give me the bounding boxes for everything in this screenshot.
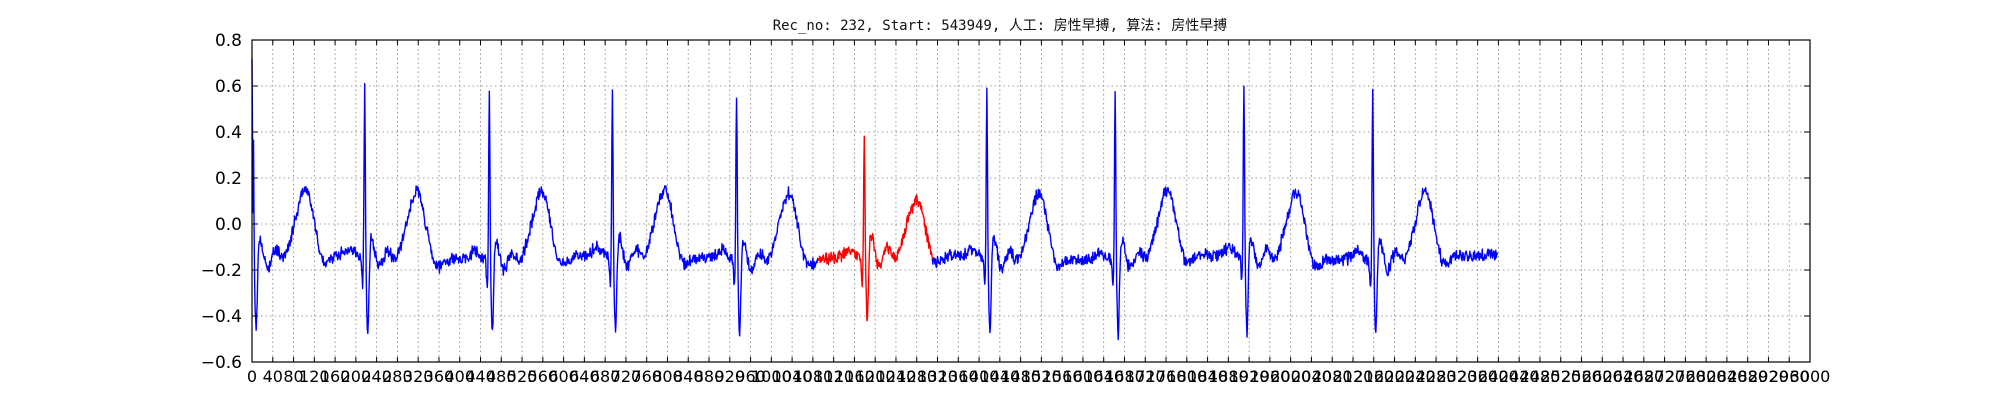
x-tick-label: 1880 bbox=[1208, 367, 1249, 386]
x-tick-label: 840 bbox=[673, 367, 704, 386]
x-tick-label: 2560 bbox=[1561, 367, 1602, 386]
x-tick-label: 1400 bbox=[959, 367, 1000, 386]
x-tick-label: 600 bbox=[548, 367, 579, 386]
chart-title: Rec_no: 232, Start: 543949, 人工: 房性早搏, 算法… bbox=[773, 17, 1228, 34]
series-layer bbox=[251, 58, 1499, 341]
x-tick-label: 1280 bbox=[896, 367, 937, 386]
x-tick-label: 2440 bbox=[1499, 367, 1540, 386]
x-tick-label: 400 bbox=[444, 367, 475, 386]
x-tick-label: 2360 bbox=[1457, 367, 1498, 386]
x-tick-label: 3000 bbox=[1790, 367, 1831, 386]
y-tick-label: 0.8 bbox=[215, 31, 242, 51]
x-tick-label: 760 bbox=[631, 367, 662, 386]
x-tick-label: 2240 bbox=[1395, 367, 1436, 386]
x-tick-label: 120 bbox=[299, 367, 330, 386]
y-tick-label: −0.4 bbox=[201, 307, 242, 327]
x-tick-label: 1800 bbox=[1166, 367, 1207, 386]
x-tick-label: 1240 bbox=[876, 367, 917, 386]
x-tick-label: 1320 bbox=[917, 367, 958, 386]
x-tick-label: 280 bbox=[382, 367, 413, 386]
x-tick-label: 0 bbox=[247, 367, 257, 386]
x-tick-label: 1560 bbox=[1042, 367, 1083, 386]
x-tick-label: 2160 bbox=[1353, 367, 1394, 386]
x-tick-label: 1200 bbox=[855, 367, 896, 386]
y-tick-label: −0.2 bbox=[201, 261, 242, 281]
x-tick-label: 1520 bbox=[1021, 367, 1062, 386]
y-tick-label: 0.0 bbox=[215, 215, 242, 235]
x-tick-label: 2280 bbox=[1416, 367, 1457, 386]
x-tick-label: 2880 bbox=[1727, 367, 1768, 386]
x-tick-label: 200 bbox=[341, 367, 372, 386]
x-tick-label: 2720 bbox=[1644, 367, 1685, 386]
x-tick-label: 2480 bbox=[1520, 367, 1561, 386]
y-tick-label: 0.4 bbox=[215, 123, 242, 143]
x-tick-label: 1440 bbox=[979, 367, 1020, 386]
x-tick-label: 2920 bbox=[1748, 367, 1789, 386]
x-tick-label: 800 bbox=[652, 367, 683, 386]
series-line-0 bbox=[251, 58, 819, 337]
y-tick-label: 0.2 bbox=[215, 169, 242, 189]
x-tick-label: 880 bbox=[694, 367, 725, 386]
x-tick-label: 240 bbox=[361, 367, 392, 386]
x-tick-label: 320 bbox=[403, 367, 434, 386]
x-tick-label: 720 bbox=[611, 367, 642, 386]
x-tick-label: 640 bbox=[569, 367, 600, 386]
x-tick-label: 2680 bbox=[1623, 367, 1664, 386]
x-tick-label: 160 bbox=[320, 367, 351, 386]
x-tick-label: 920 bbox=[715, 367, 746, 386]
x-tick-label: 1760 bbox=[1146, 367, 1187, 386]
series-line-1 bbox=[817, 135, 934, 322]
plot-frame bbox=[251, 39, 1811, 363]
x-tick-label: 80 bbox=[283, 367, 303, 386]
x-tick-label: 1720 bbox=[1125, 367, 1166, 386]
y-tick-label: −0.6 bbox=[201, 353, 242, 373]
x-tick-label: 2800 bbox=[1686, 367, 1727, 386]
x-tick-label: 1920 bbox=[1229, 367, 1270, 386]
x-tick-label: 1840 bbox=[1187, 367, 1228, 386]
x-tick-label: 960 bbox=[735, 367, 766, 386]
x-tick-label: 2000 bbox=[1270, 367, 1311, 386]
x-tick-label: 520 bbox=[507, 367, 538, 386]
x-tick-label: 1360 bbox=[938, 367, 979, 386]
x-tick-label: 1080 bbox=[793, 367, 834, 386]
x-tick-label: 2520 bbox=[1540, 367, 1581, 386]
x-tick-label: 2760 bbox=[1665, 367, 1706, 386]
series-line-2 bbox=[931, 85, 1499, 341]
x-tick-label: 1040 bbox=[772, 367, 813, 386]
x-tick-label: 1120 bbox=[813, 367, 854, 386]
x-tick-label: 2600 bbox=[1582, 367, 1623, 386]
x-tick-label: 2640 bbox=[1603, 367, 1644, 386]
x-tick-label: 440 bbox=[465, 367, 496, 386]
x-tick-label: 1160 bbox=[834, 367, 875, 386]
x-tick-label: 1680 bbox=[1104, 367, 1145, 386]
x-axis-ticks: 0 40 8012016020024028032036040044048052056… bbox=[247, 40, 1830, 386]
x-tick-label: 360 bbox=[424, 367, 455, 386]
x-tick-label: 1000 bbox=[751, 367, 792, 386]
x-tick-label: 2960 bbox=[1769, 367, 1810, 386]
grid-layer bbox=[252, 39, 1810, 363]
y-tick-label: 0.6 bbox=[215, 77, 242, 97]
x-tick-label: 2120 bbox=[1333, 367, 1374, 386]
x-tick-label: 560 bbox=[528, 367, 559, 386]
x-tick-label: 40 bbox=[263, 367, 283, 386]
x-tick-label: 2840 bbox=[1707, 367, 1748, 386]
x-tick-label: 1640 bbox=[1083, 367, 1124, 386]
x-tick-label: 480 bbox=[486, 367, 517, 386]
x-tick-label: 1960 bbox=[1250, 367, 1291, 386]
x-tick-label: 1600 bbox=[1063, 367, 1104, 386]
x-tick-label: 2040 bbox=[1291, 367, 1332, 386]
x-tick-label: 1480 bbox=[1000, 367, 1041, 386]
x-tick-label: 2200 bbox=[1374, 367, 1415, 386]
x-tick-label: 2080 bbox=[1312, 367, 1353, 386]
y-axis-ticks: −0.6 −0.4 −0.2 0.0 0.2 0.4 0.6 0.8 bbox=[201, 31, 1810, 373]
x-tick-label: 2320 bbox=[1436, 367, 1477, 386]
x-tick-label: 680 bbox=[590, 367, 621, 386]
x-tick-label: 2400 bbox=[1478, 367, 1519, 386]
